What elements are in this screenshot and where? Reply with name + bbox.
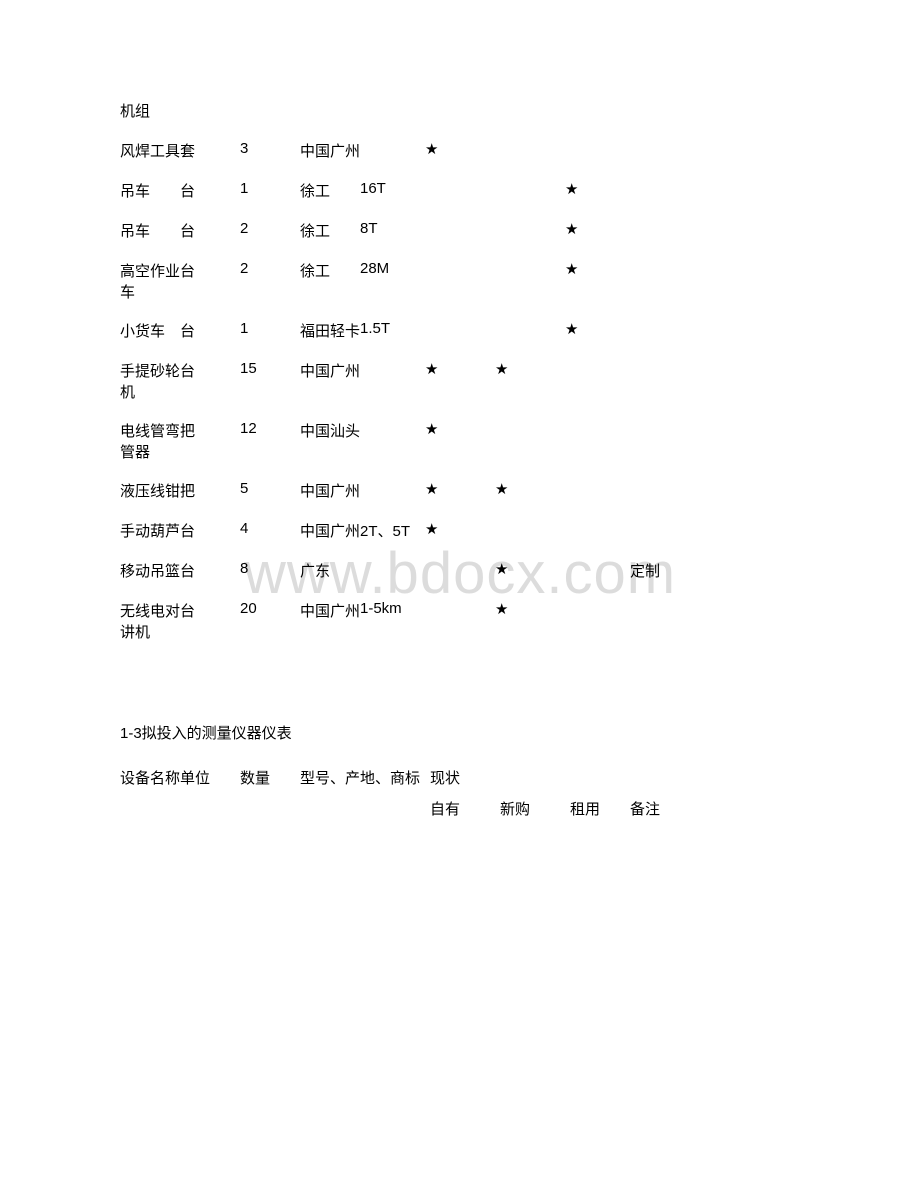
cell-qty: 2 — [240, 260, 300, 277]
cell-spec: 1.5T — [360, 320, 425, 337]
cell-brand: 中国广州 — [300, 140, 360, 161]
cell-unit: 台 — [180, 320, 240, 341]
cell-unit: 台 — [180, 360, 240, 381]
cell-status-new: ★ — [495, 560, 565, 578]
header-own: 自有 — [430, 798, 500, 819]
cell-brand: 中国广州 — [300, 520, 360, 541]
cell-name: 液压线钳 — [120, 480, 180, 501]
cell-name: 手动葫芦 — [120, 520, 180, 541]
cell-unit: 台 — [180, 220, 240, 241]
cell-brand: 徐工 — [300, 220, 360, 241]
cell-name: 移动吊篮 — [120, 560, 180, 581]
cell-qty: 8 — [240, 560, 300, 577]
table-row: 手提砂轮机台15中国广州 ★★ — [120, 360, 800, 402]
cell-qty: 5 — [240, 480, 300, 497]
heading-fragment-row: 机组 — [120, 100, 800, 122]
equipment-table-2-header: 设备名称 单位 数量 型号、产地、商标 现状 自有 新购 租用 备注 — [120, 767, 800, 819]
header-rent: 租用 — [570, 798, 630, 819]
table-row: 无线电对讲机台20中国广州1-5km ★ — [120, 600, 800, 642]
section-title-1-3: 1-3拟投入的测量仪器仪表 — [120, 722, 800, 743]
cell-qty: 20 — [240, 600, 300, 617]
cell-spec: 2T、5T — [360, 520, 425, 541]
table-row: 吊车台2徐工8T ★ — [120, 220, 800, 242]
header-qty: 数量 — [240, 767, 300, 788]
cell-unit: 台 — [180, 600, 240, 621]
cell-name: 手提砂轮机 — [120, 360, 180, 402]
table2-header-row: 设备名称 单位 数量 型号、产地、商标 现状 自有 新购 租用 备注 — [120, 767, 800, 819]
cell-status-rent: ★ — [565, 220, 630, 238]
table-row: 小货车台1福田轻卡1.5T ★ — [120, 320, 800, 342]
header-remark: 备注 — [630, 798, 690, 819]
cell-name: 电线管弯管器 — [120, 420, 180, 462]
table-row: 电线管弯管器把12中国汕头 ★ — [120, 420, 800, 462]
cell-status-rent: ★ — [565, 180, 630, 198]
header-unit: 单位 — [180, 767, 240, 788]
cell-spec: 28M — [360, 260, 425, 277]
table-row: 吊车台1徐工16T ★ — [120, 180, 800, 202]
cell-brand: 中国广州 — [300, 360, 360, 381]
cell-status-own: ★ — [425, 480, 495, 498]
cell-qty: 1 — [240, 320, 300, 337]
cell-brand: 徐工 — [300, 260, 360, 281]
cell-qty: 2 — [240, 220, 300, 237]
cell-status-own: ★ — [425, 420, 495, 438]
cell-name: 小货车 — [120, 320, 180, 341]
cell-name: 无线电对讲机 — [120, 600, 180, 642]
header-status-group: 现状 自有 新购 租用 备注 — [430, 767, 710, 819]
header-status: 现状 — [430, 767, 710, 788]
header-new: 新购 — [500, 798, 570, 819]
cell-qty: 3 — [240, 140, 300, 157]
cell-name: 吊车 — [120, 220, 180, 241]
header-model: 型号、产地、商标 — [300, 767, 430, 788]
cell-brand: 徐工 — [300, 180, 360, 201]
cell-brand: 中国汕头 — [300, 420, 360, 441]
table-row: 高空作业车台2徐工28M ★ — [120, 260, 800, 302]
cell-status-new: ★ — [495, 600, 565, 618]
cell-status-own: ★ — [425, 140, 495, 158]
cell-status-new: ★ — [495, 360, 565, 378]
cell-status-new: ★ — [495, 480, 565, 498]
cell-unit: 台 — [180, 180, 240, 201]
table-row: 液压线钳把5中国广州 ★★ — [120, 480, 800, 502]
cell-spec: 8T — [360, 220, 425, 237]
cell-name: 风焊工具 — [120, 140, 180, 161]
cell-unit: 把 — [180, 420, 240, 441]
cell-unit: 台 — [180, 260, 240, 281]
cell-status-rent: ★ — [565, 320, 630, 338]
heading-fragment: 机组 — [120, 100, 180, 121]
cell-spec: 1-5km — [360, 600, 425, 617]
cell-unit: 台 — [180, 560, 240, 581]
header-status-subrow: 自有 新购 租用 备注 — [430, 798, 710, 819]
cell-qty: 15 — [240, 360, 300, 377]
table-row: 手动葫芦台4中国广州2T、5T★ — [120, 520, 800, 542]
cell-qty: 1 — [240, 180, 300, 197]
cell-name: 吊车 — [120, 180, 180, 201]
cell-brand: 福田轻卡 — [300, 320, 360, 341]
table-row: 风焊工具套3中国广州 ★ — [120, 140, 800, 162]
cell-unit: 台 — [180, 520, 240, 541]
cell-status-own: ★ — [425, 520, 495, 538]
cell-remark: 定制 — [630, 560, 690, 581]
cell-brand: 广东 — [300, 560, 360, 581]
cell-brand: 中国广州 — [300, 600, 360, 621]
cell-qty: 12 — [240, 420, 300, 437]
cell-status-own: ★ — [425, 360, 495, 378]
cell-spec: 16T — [360, 180, 425, 197]
cell-brand: 中国广州 — [300, 480, 360, 501]
page-content: 机组 风焊工具套3中国广州★吊车台1徐工16T★吊车台2徐工8T★高空作业车台2… — [120, 100, 800, 819]
cell-status-rent: ★ — [565, 260, 630, 278]
cell-qty: 4 — [240, 520, 300, 537]
header-device-name: 设备名称 — [120, 767, 180, 788]
cell-name: 高空作业车 — [120, 260, 180, 302]
cell-unit: 套 — [180, 140, 240, 161]
cell-unit: 把 — [180, 480, 240, 501]
table-row: 移动吊篮台8广东 ★ 定制 — [120, 560, 800, 582]
equipment-table-1: 机组 风焊工具套3中国广州★吊车台1徐工16T★吊车台2徐工8T★高空作业车台2… — [120, 100, 800, 642]
